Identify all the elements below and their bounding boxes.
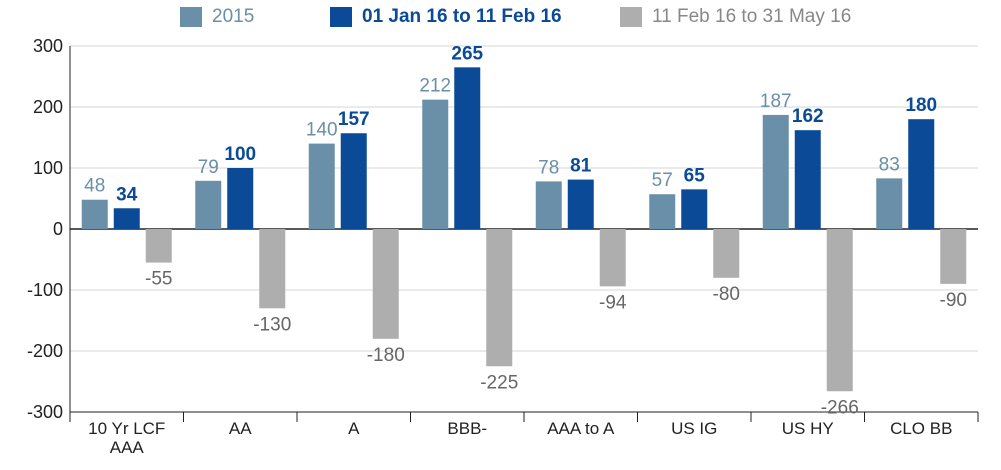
bar: [681, 189, 708, 229]
data-label: 265: [451, 43, 483, 64]
x-tick-label: 10 Yr LCF AAA: [88, 419, 165, 457]
data-label: -180: [367, 345, 405, 366]
legend-swatch-jan-feb-16: [330, 7, 352, 27]
bar: [794, 130, 821, 229]
bar: [649, 194, 676, 229]
y-tick-label: 200: [33, 97, 63, 117]
x-tick-label: AA: [229, 419, 252, 438]
y-tick-label: -300: [27, 402, 63, 422]
bar: [454, 67, 481, 229]
bar: [259, 229, 286, 309]
y-tick-label: -200: [27, 341, 63, 361]
x-tick-label: AAA to A: [547, 419, 615, 438]
legend: 2015 01 Jan 16 to 11 Feb 16 11 Feb 16 to…: [0, 6, 1001, 36]
data-label: -266: [821, 397, 859, 418]
legend-label-jan-feb-16: 01 Jan 16 to 11 Feb 16: [362, 6, 562, 27]
y-tick-label: 100: [33, 158, 63, 178]
legend-item-feb-may-16: 11 Feb 16 to 31 May 16: [620, 6, 851, 28]
legend-label-2015: 2015: [212, 6, 255, 27]
data-label: 48: [84, 176, 105, 197]
bar: [372, 229, 399, 339]
data-label: -225: [480, 372, 518, 393]
data-label: 100: [224, 144, 256, 165]
data-label: 187: [760, 91, 792, 112]
bar: [599, 229, 626, 287]
data-label: 162: [792, 106, 824, 127]
bar: [145, 229, 172, 263]
bar: [908, 119, 935, 229]
bar: [940, 229, 967, 284]
bar: [195, 180, 222, 229]
y-tick-label: -100: [27, 280, 63, 300]
y-tick-label: 0: [53, 219, 63, 239]
bar: [227, 168, 254, 229]
data-label: 83: [879, 154, 900, 175]
bar: [422, 99, 449, 230]
legend-item-jan-feb-16: 01 Jan 16 to 11 Feb 16: [330, 6, 562, 28]
legend-swatch-feb-may-16: [620, 7, 642, 27]
bar: [113, 208, 140, 229]
bar: [486, 229, 513, 367]
legend-label-feb-may-16: 11 Feb 16 to 31 May 16: [652, 6, 852, 27]
data-label: 78: [538, 157, 559, 178]
data-label: 180: [905, 95, 937, 116]
bar: [308, 143, 335, 229]
data-label: 140: [306, 120, 338, 141]
data-label: -80: [713, 284, 740, 305]
data-label: -55: [145, 269, 172, 290]
data-label: 81: [570, 156, 592, 177]
bar: [340, 133, 367, 229]
data-label: 57: [652, 170, 673, 191]
y-tick-label: 300: [33, 36, 63, 56]
x-tick-label: BBB-: [447, 419, 487, 438]
x-tick-label: CLO BB: [890, 419, 952, 438]
data-label: 157: [338, 109, 370, 130]
legend-swatch-2015: [180, 7, 202, 27]
legend-item-2015: 2015: [180, 6, 254, 28]
bar: [876, 178, 903, 229]
bar: [826, 229, 853, 392]
x-tick-label: A: [348, 419, 360, 438]
data-label: -90: [940, 290, 967, 311]
bar: [81, 199, 108, 229]
bar: [535, 181, 562, 229]
bar: [713, 229, 740, 278]
data-label: 212: [419, 76, 451, 97]
x-tick-label: US HY: [782, 419, 834, 438]
data-label: -94: [599, 292, 627, 313]
data-label: 65: [684, 165, 706, 186]
bar: [567, 179, 594, 229]
data-label: -130: [253, 314, 291, 335]
x-tick-label: US IG: [671, 419, 717, 438]
data-label: 34: [116, 184, 138, 205]
bar: [762, 114, 789, 229]
data-label: 79: [198, 157, 219, 178]
